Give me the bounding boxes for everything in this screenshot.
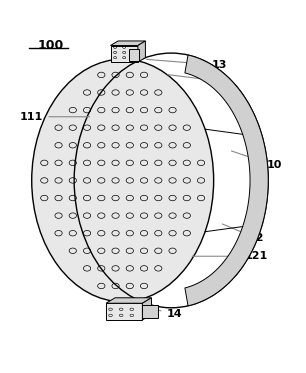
Text: 100: 100: [38, 39, 64, 52]
Polygon shape: [106, 298, 151, 303]
Polygon shape: [142, 305, 158, 319]
Polygon shape: [106, 303, 142, 320]
Polygon shape: [142, 298, 151, 320]
Polygon shape: [138, 41, 145, 62]
Polygon shape: [129, 48, 139, 61]
Polygon shape: [110, 41, 145, 46]
Text: 14: 14: [137, 305, 182, 319]
Text: 12: 12: [222, 224, 264, 243]
Text: 11: 11: [168, 75, 222, 85]
Ellipse shape: [32, 59, 214, 302]
Polygon shape: [185, 55, 268, 306]
Polygon shape: [110, 46, 138, 62]
Text: 121: 121: [192, 251, 268, 261]
Text: 111: 111: [20, 112, 90, 122]
Text: 10: 10: [231, 151, 282, 170]
Text: 13: 13: [147, 59, 227, 70]
